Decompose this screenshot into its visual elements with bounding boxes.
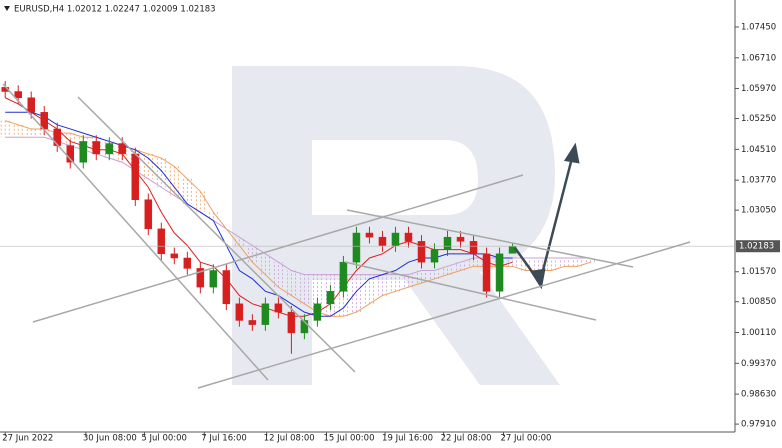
chart-title: EURUSD,H4 1.02012 1.02247 1.02009 1.0218… <box>14 5 216 15</box>
forecast-arrows <box>513 142 580 290</box>
y-tick-label: 1.01570 <box>741 267 776 277</box>
x-tick-label: 30 Jun 08:00 <box>83 434 137 444</box>
candle-body <box>391 232 400 246</box>
candle-body <box>456 236 465 242</box>
current-price-label: 1.02183 <box>739 242 774 252</box>
candle-body <box>131 153 140 200</box>
candle-body <box>404 232 413 242</box>
x-tick-label: 22 Jul 08:00 <box>441 434 492 444</box>
candle-body <box>482 253 491 292</box>
senkou-span-b <box>5 136 591 276</box>
candle-body <box>248 320 257 325</box>
candle-body <box>326 291 335 305</box>
y-tick-label: 0.97910 <box>741 420 776 430</box>
trend-lines <box>2 83 691 389</box>
candles <box>1 81 517 354</box>
candle-body <box>469 241 478 255</box>
y-tick-label: 1.05250 <box>741 114 776 124</box>
candle-body <box>443 236 452 250</box>
y-tick-label: 1.04510 <box>741 145 776 155</box>
arrow <box>538 157 574 283</box>
trend-line <box>77 96 356 373</box>
trend-line <box>197 241 691 389</box>
candle-body <box>157 228 166 255</box>
candle-body <box>144 199 153 230</box>
x-tick-label: 27 Jul 00:00 <box>500 434 551 444</box>
candle-body <box>430 249 439 263</box>
candle-body <box>27 97 35 113</box>
arrow-head <box>563 142 580 164</box>
trend-line <box>344 261 597 321</box>
y-tick-label: 1.03050 <box>741 206 776 216</box>
y-tick-label: 0.98630 <box>741 390 776 400</box>
candle-body <box>235 303 244 321</box>
candle-body <box>170 253 179 259</box>
candle-body <box>183 257 192 269</box>
trend-line <box>346 209 634 268</box>
y-tick-label: 1.07450 <box>741 22 776 32</box>
trend-line <box>32 174 524 323</box>
candle-body <box>222 270 231 305</box>
candle-body <box>53 128 61 146</box>
candle-body <box>378 236 387 246</box>
candle-body <box>352 232 361 263</box>
candle-body <box>339 261 348 292</box>
x-tick-label: 27 Jun 2022 <box>2 434 53 444</box>
x-tick-label: 5 Jul 00:00 <box>141 434 187 444</box>
x-tick-label: 12 Jul 08:00 <box>264 434 315 444</box>
indicator-line <box>4 97 513 317</box>
indicator-line <box>5 111 513 317</box>
candle-body <box>300 320 309 334</box>
y-tick-label: 1.06710 <box>741 53 776 63</box>
menu-icon[interactable] <box>4 6 10 11</box>
candle-body <box>417 241 426 263</box>
candle-body <box>66 145 74 163</box>
y-tick-label: 1.00110 <box>741 328 776 338</box>
candle-body <box>14 91 22 98</box>
candle-body <box>261 303 270 325</box>
x-tick-label: 15 Jul 00:00 <box>324 434 375 444</box>
candle-body <box>365 232 374 238</box>
candle-body <box>209 270 218 288</box>
trend-line <box>2 83 269 381</box>
candle-body <box>92 141 101 155</box>
y-tick-label: 0.99370 <box>741 359 776 369</box>
candle-body <box>274 303 283 313</box>
candle-body <box>196 268 205 288</box>
y-tick-label: 1.00850 <box>741 297 776 307</box>
x-tick-label: 7 Jul 16:00 <box>201 434 247 444</box>
candle-body <box>118 143 127 155</box>
candle-body <box>105 143 114 155</box>
candle-body <box>79 141 88 163</box>
candle-body <box>495 253 504 292</box>
y-tick-label: 1.03770 <box>741 176 776 186</box>
y-tick-label: 1.05970 <box>741 84 776 94</box>
current-price-box <box>736 240 780 253</box>
x-tick-label: 19 Jul 16:00 <box>382 434 433 444</box>
candle-body <box>313 303 322 321</box>
candle-body <box>287 311 296 334</box>
